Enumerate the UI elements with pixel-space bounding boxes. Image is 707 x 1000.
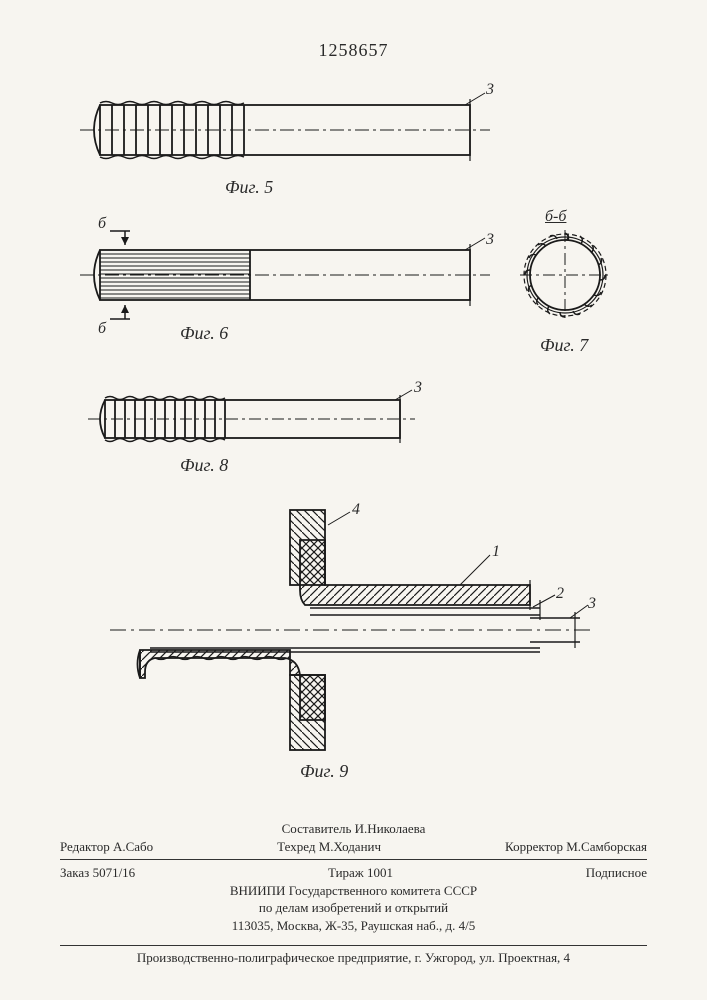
fig9-callout-3: 3 xyxy=(588,595,596,613)
techred-role: Техред xyxy=(277,839,315,854)
fig6-callout-3: 3 xyxy=(486,231,494,249)
fig9-svg xyxy=(110,500,590,760)
org-line-1: ВНИИПИ Государственного комитета СССР xyxy=(60,882,647,900)
techred-name: М.Ходанич xyxy=(319,839,381,854)
footer: Производственно-полиграфическое предприя… xyxy=(60,945,647,966)
print-run-label: Тираж xyxy=(328,865,364,880)
fig9-callout-1: 1 xyxy=(492,543,500,561)
fig7-svg xyxy=(510,220,620,340)
document-number: 1258657 xyxy=(0,40,707,61)
editor-role: Редактор xyxy=(60,839,110,854)
fig8-callout-3: 3 xyxy=(414,379,422,397)
fig8-svg xyxy=(80,385,420,455)
fig7-caption: Фиг. 7 xyxy=(540,335,588,356)
page: 1258657 xyxy=(0,0,707,1000)
compiler-role: Составитель xyxy=(282,821,352,836)
imprint-block: Составитель И.Николаева Редактор А.Сабо … xyxy=(60,820,647,934)
signed-label: Подписное xyxy=(586,864,647,882)
org-line-3: 113035, Москва, Ж-35, Раушская наб., д. … xyxy=(60,917,647,935)
fig5-callout-3: 3 xyxy=(486,81,494,99)
fig7-section-label: б-б xyxy=(545,208,566,226)
order-label: Заказ xyxy=(60,865,89,880)
print-run: 1001 xyxy=(367,865,393,880)
fig9-caption: Фиг. 9 xyxy=(300,761,348,782)
corrector-role: Корректор xyxy=(505,839,563,854)
figure-area: 3 Фиг. 5 xyxy=(70,85,637,785)
fig6-caption: Фиг. 6 xyxy=(180,323,228,344)
order-number: 5071/16 xyxy=(93,865,136,880)
fig5-svg xyxy=(70,85,490,175)
compiler-name: И.Николаева xyxy=(355,821,426,836)
fig9-callout-4: 4 xyxy=(352,501,360,519)
fig5-caption: Фиг. 5 xyxy=(225,177,273,198)
fig9-callout-2: 2 xyxy=(556,585,564,603)
corrector-name: М.Самборская xyxy=(566,839,647,854)
fig8-caption: Фиг. 8 xyxy=(180,455,228,476)
org-line-2: по делам изобретений и открытий xyxy=(60,899,647,917)
fig6-svg xyxy=(70,225,490,325)
fig6-section-mark-top: б xyxy=(98,215,106,233)
editor-name: А.Сабо xyxy=(113,839,153,854)
fig6-section-mark-bottom: б xyxy=(98,320,106,338)
